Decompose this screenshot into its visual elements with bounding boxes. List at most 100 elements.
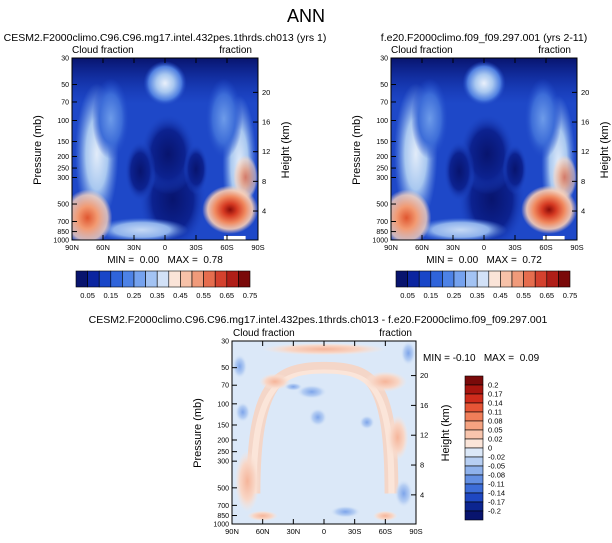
y2-tick-label: 4 [420, 490, 424, 499]
colorbar-box [464, 456, 484, 467]
colorbar-box [430, 270, 443, 288]
y-tick-label: 1000 [372, 238, 388, 245]
x-tick-label: 90S [570, 243, 583, 252]
colorbar-box [156, 270, 170, 288]
y-tick-label: 150 [57, 139, 69, 146]
y-tick-label: 200 [57, 154, 69, 161]
y-tick-label: 50 [380, 82, 388, 89]
colorbar-label: -0.17 [488, 498, 505, 507]
colorbar-label: 0.11 [488, 408, 502, 417]
x-tick-label: 0 [482, 243, 486, 252]
colorbar-label: 0.75 [563, 291, 578, 300]
y2-tick-label: 16 [581, 118, 589, 127]
colorbar-box [500, 270, 513, 288]
x-tick-label: 30N [446, 243, 460, 252]
y-tick-label: 300 [376, 175, 388, 182]
heatmap-field [72, 58, 258, 240]
panel-title: CESM2.F2000climo.C96.C96.mg17.intel.432p… [89, 314, 548, 326]
x-tick-label: 30N [286, 527, 300, 536]
x-tick-label: 90N [65, 243, 79, 252]
colorbar-label: 0.75 [243, 291, 258, 300]
y-tick-label: 70 [380, 99, 388, 106]
colorbar-box [464, 492, 484, 503]
y-tick-label: 300 [57, 175, 69, 182]
colorbar-box [110, 270, 123, 288]
y-tick-label: 500 [217, 485, 229, 492]
heatmap-field [232, 341, 416, 524]
y-tick-label: 70 [61, 99, 69, 106]
y2-tick-label: 20 [581, 88, 589, 97]
panel-left-label: Cloud fraction [72, 45, 134, 56]
y2-tick-label: 4 [581, 207, 585, 216]
x-tick-label: 30S [508, 243, 521, 252]
y-tick-label: 200 [217, 438, 229, 445]
panel-right-label: fraction [379, 328, 412, 339]
panel-left-label: Cloud fraction [391, 45, 453, 56]
colorbar-label: 0.35 [470, 291, 485, 300]
colorbar-box [464, 420, 484, 431]
colorbar-box [168, 270, 181, 288]
y2-axis-label: Height (km) [599, 122, 611, 179]
y-tick-label: 70 [221, 383, 229, 390]
colorbar-label: 0.2 [488, 381, 498, 390]
colorbar-label: 0.05 [400, 291, 415, 300]
y2-tick-label: 8 [420, 461, 424, 470]
colorbar-box [453, 270, 466, 288]
colorbar-label: 0.55 [516, 291, 531, 300]
page-title: ANN [287, 6, 325, 26]
colorbar-label: 0.05 [488, 426, 503, 435]
y-tick-label: 100 [217, 401, 229, 408]
colorbar-box [488, 270, 501, 288]
colorbar-box [464, 402, 484, 413]
x-tick-label: 60N [96, 243, 110, 252]
colorbar-label: 0.45 [493, 291, 508, 300]
colorbar-label: -0.05 [488, 462, 505, 471]
colorbar-box [464, 501, 484, 512]
colorbar-box [464, 510, 484, 521]
colorbar-box [511, 270, 524, 288]
colorbar-label: 0.25 [127, 291, 142, 300]
panel-left-label: Cloud fraction [233, 328, 295, 339]
colorbar-box [191, 270, 204, 288]
x-tick-label: 30S [189, 243, 202, 252]
x-tick-label: 90S [251, 243, 264, 252]
colorbar-label: 0.08 [488, 417, 503, 426]
colorbar-label: 0.35 [150, 291, 165, 300]
y2-tick-label: 12 [420, 431, 428, 440]
colorbar-box [523, 270, 536, 288]
y2-axis-label: Height (km) [280, 122, 292, 179]
colorbar-label: -0.2 [488, 507, 501, 516]
x-tick-label: 60N [415, 243, 429, 252]
x-tick-label: 90S [409, 527, 422, 536]
heatmap-field [391, 58, 577, 240]
y-tick-label: 500 [57, 202, 69, 209]
colorbar-label: 0.02 [488, 435, 503, 444]
colorbar-box [180, 270, 193, 288]
colorbar-label: -0.08 [488, 471, 505, 480]
y-tick-label: 30 [61, 56, 69, 63]
y-tick-label: 700 [376, 219, 388, 226]
colorbar-label: -0.02 [488, 453, 505, 462]
y2-tick-label: 4 [262, 207, 266, 216]
y2-tick-label: 16 [262, 118, 270, 127]
y-axis-label: Pressure (mb) [351, 115, 363, 185]
y-tick-label: 850 [217, 513, 229, 520]
colorbar-box [407, 270, 420, 288]
colorbar-label: 0.25 [447, 291, 462, 300]
colorbar-box [418, 270, 432, 288]
colorbar-label: -0.11 [488, 480, 505, 489]
x-tick-label: 60S [379, 527, 392, 536]
colorbar-box [465, 270, 478, 288]
y2-tick-label: 12 [581, 147, 589, 156]
colorbar-box [395, 270, 408, 288]
panel-right: f.e20.F2000climo.f09_f09.297.001 (yrs 2-… [351, 32, 611, 266]
y2-tick-label: 16 [420, 401, 428, 410]
colorbar-box [534, 270, 548, 288]
y-tick-label: 30 [221, 339, 229, 346]
x-tick-label: 0 [163, 243, 167, 252]
y-tick-label: 700 [217, 503, 229, 510]
colorbar-label: 0.15 [423, 291, 438, 300]
y-axis-label: Pressure (mb) [192, 398, 204, 468]
colorbar-box [214, 270, 228, 288]
colorbar-label: 0.55 [196, 291, 211, 300]
